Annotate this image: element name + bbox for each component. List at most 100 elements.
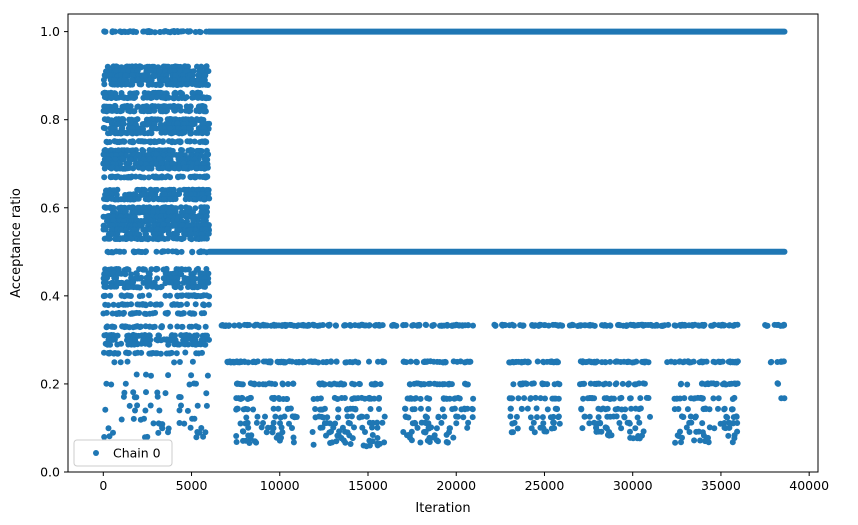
point-2700 [701, 322, 708, 329]
point-3146 [374, 424, 381, 431]
point-1716 [147, 226, 154, 233]
point-2384 [165, 372, 172, 379]
point-2378 [171, 359, 178, 366]
point-856 [130, 139, 137, 146]
point-3350 [550, 419, 557, 426]
point-3211 [456, 395, 463, 402]
point-3030 [278, 424, 285, 431]
point-2935 [686, 359, 693, 366]
point-2870 [555, 359, 561, 366]
point-2370 [193, 350, 200, 357]
point-45 [185, 28, 192, 35]
point-3409 [628, 405, 635, 412]
point-392 [101, 89, 108, 96]
point-2797 [366, 358, 372, 365]
point-2668 [642, 322, 649, 328]
point-3515 [721, 405, 728, 412]
point-3507 [731, 394, 738, 401]
point-794 [144, 130, 151, 137]
point-2963 [285, 381, 292, 387]
point-3548 [711, 425, 718, 432]
point-3553 [695, 428, 702, 435]
point-2867 [540, 359, 547, 366]
point-3238 [449, 406, 456, 413]
point-2397 [203, 390, 210, 397]
point-3564 [697, 437, 704, 444]
x-tick-label: 5000 [176, 478, 208, 493]
point-3329 [533, 405, 540, 412]
point-2528 [257, 322, 264, 329]
point-2805 [274, 358, 281, 365]
point-1209 [107, 173, 114, 180]
point-168 [112, 67, 119, 74]
point-2694 [635, 322, 641, 329]
point-3344 [513, 413, 520, 420]
point-3105 [335, 406, 342, 413]
point-1096 [158, 160, 165, 167]
point-2332 [202, 341, 209, 348]
point-2509 [325, 322, 332, 329]
point-3048 [276, 437, 283, 444]
point-3165 [366, 437, 373, 444]
point-3145 [369, 424, 375, 431]
point-2535 [218, 322, 225, 329]
point-1888 [116, 248, 123, 255]
point-341 [167, 81, 174, 88]
point-3252 [453, 420, 460, 427]
point-2364 [167, 350, 173, 357]
point-2786 [375, 358, 381, 365]
point-1862 [153, 248, 160, 255]
point-3361 [541, 428, 548, 435]
point-2356 [182, 349, 189, 356]
point-3386 [606, 381, 613, 387]
point-3382 [587, 380, 594, 387]
point-3078 [338, 380, 345, 387]
point-2707 [554, 322, 561, 329]
point-3128 [335, 414, 342, 421]
point-188 [172, 72, 179, 79]
point-2212 [104, 323, 111, 330]
point-1672 [179, 222, 186, 229]
point-1564 [157, 213, 164, 219]
point-3267 [414, 424, 421, 431]
point-3079 [356, 381, 363, 388]
point-970 [205, 151, 212, 158]
point-3541 [686, 419, 693, 426]
point-2136 [110, 301, 117, 308]
point-3351 [511, 419, 518, 426]
point-3477 [702, 381, 709, 388]
point-3179 [363, 443, 370, 450]
point-1447 [126, 204, 133, 211]
point-3018 [281, 413, 288, 420]
point-1437 [140, 204, 147, 211]
point-2393 [130, 389, 137, 396]
point-2977 [279, 381, 286, 388]
point-463 [202, 95, 209, 101]
point-3124 [381, 413, 388, 420]
point-3138 [327, 420, 333, 427]
point-48 [120, 28, 127, 35]
x-tick-label: 0 [99, 478, 107, 493]
point-2873 [524, 359, 530, 366]
point-3489 [713, 380, 720, 387]
point-1721 [102, 226, 109, 233]
point-3440 [636, 419, 643, 426]
point-3500 [715, 395, 722, 402]
point-3111 [376, 406, 382, 412]
point-2755 [289, 358, 295, 365]
point-2572 [402, 322, 409, 328]
point-1957 [145, 270, 152, 277]
point-446 [101, 94, 108, 101]
point-2381 [143, 371, 149, 378]
point-896 [179, 147, 186, 154]
point-2225 [119, 323, 126, 330]
point-3068 [349, 380, 356, 387]
point-438 [112, 94, 119, 101]
point-2388 [103, 380, 110, 387]
point-2422 [150, 420, 157, 427]
point-1883 [165, 248, 171, 255]
point-3559 [725, 432, 732, 439]
point-1621 [165, 217, 171, 224]
point-3009 [272, 413, 279, 420]
point-2838 [400, 358, 407, 365]
